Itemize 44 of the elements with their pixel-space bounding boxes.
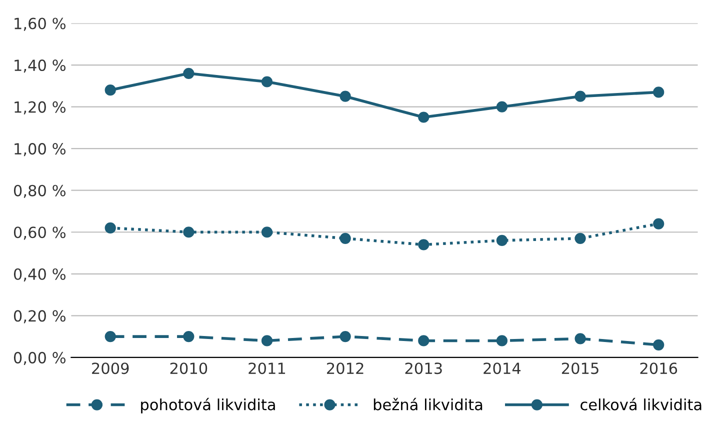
point bbox=[340, 330, 351, 342]
point bbox=[418, 112, 430, 123]
x-tick-label: 2015 bbox=[562, 362, 598, 374]
y-tick-label: 0,00 % bbox=[14, 352, 66, 366]
point bbox=[653, 339, 664, 350]
point bbox=[653, 218, 664, 230]
legend-label: bežná likvidita bbox=[374, 398, 482, 410]
y-tick-label: 1,20 % bbox=[14, 101, 66, 114]
point bbox=[496, 234, 508, 246]
y-tick-label: 0,40 % bbox=[14, 268, 66, 282]
point bbox=[340, 90, 351, 102]
point bbox=[496, 101, 508, 112]
x-tick-label: 2010 bbox=[170, 362, 208, 374]
y-tick-label: 0,80 % bbox=[14, 184, 66, 198]
point bbox=[183, 330, 194, 342]
point bbox=[574, 232, 586, 244]
point bbox=[418, 335, 430, 346]
y-tick-label: 1,00 % bbox=[14, 143, 66, 156]
x-tick-label: 2009 bbox=[92, 362, 129, 374]
legend-label: celková likvidita bbox=[580, 398, 702, 410]
y-tick-label: 1,60 % bbox=[14, 18, 66, 31]
x-tick-label: 2011 bbox=[248, 362, 286, 374]
y-tick-label: 0,20 % bbox=[14, 310, 66, 324]
x-tick-label: 2013 bbox=[405, 362, 442, 374]
y-tick-label: 1,40 % bbox=[14, 60, 66, 73]
point bbox=[183, 226, 194, 238]
point bbox=[418, 239, 430, 250]
point bbox=[104, 222, 116, 234]
point bbox=[574, 90, 586, 102]
y-tick-label: 0,60 % bbox=[14, 226, 66, 240]
point bbox=[104, 84, 116, 96]
point bbox=[261, 226, 273, 238]
point bbox=[496, 335, 508, 346]
point bbox=[104, 330, 116, 342]
point bbox=[653, 86, 664, 98]
point bbox=[183, 68, 194, 79]
point bbox=[261, 335, 273, 346]
x-tick-label: 2012 bbox=[327, 362, 364, 374]
x-tick-label: 2016 bbox=[640, 362, 678, 374]
x-tick-label: 2014 bbox=[484, 362, 521, 374]
legend-label: pohotová likvidita bbox=[141, 398, 275, 414]
point bbox=[261, 76, 273, 88]
point bbox=[574, 333, 586, 344]
point bbox=[340, 232, 351, 244]
